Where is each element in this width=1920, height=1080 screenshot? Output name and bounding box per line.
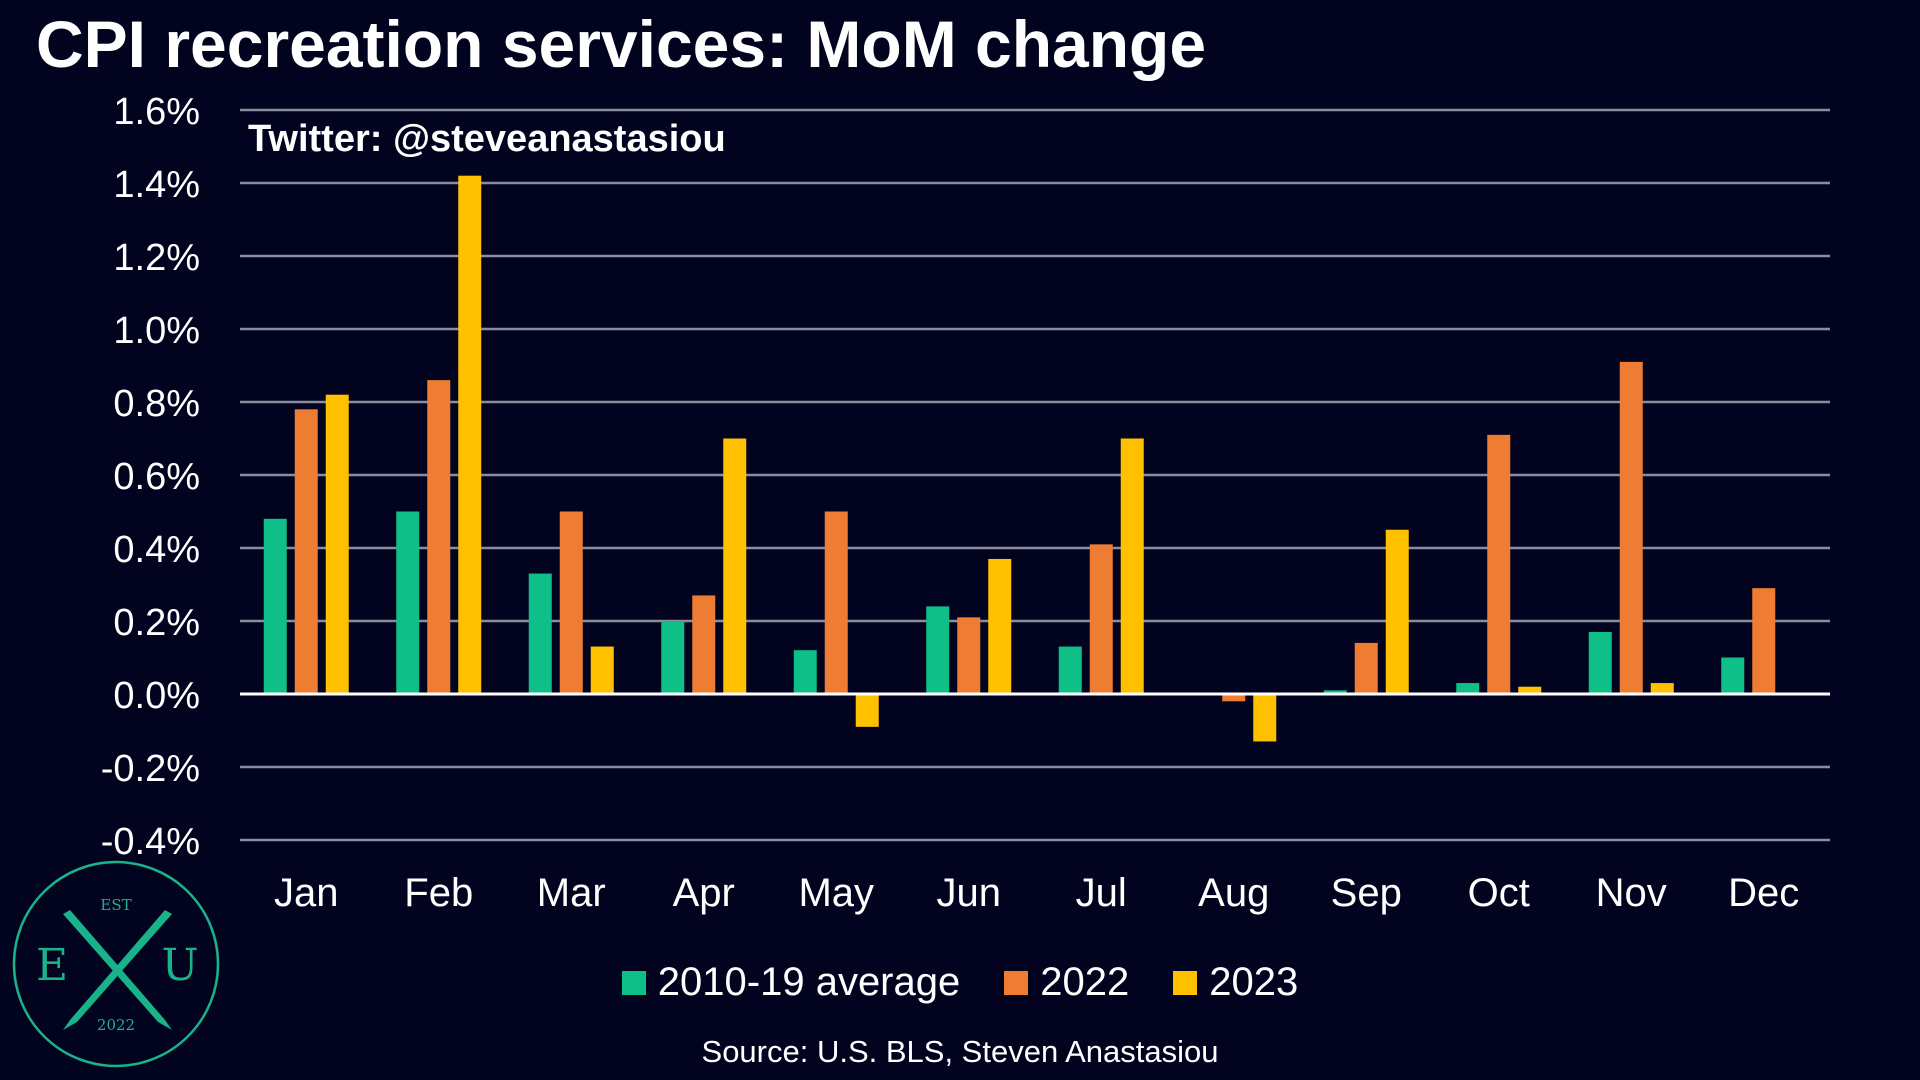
bar-aug-2023 xyxy=(1253,694,1277,742)
x-tick-label: Jun xyxy=(937,871,1002,915)
y-tick-label: 0.4% xyxy=(113,529,200,571)
x-tick-label: Jan xyxy=(274,871,339,915)
logo-e-letter: E xyxy=(36,940,68,991)
exu-logo: EST E U 2022 xyxy=(12,860,220,1068)
bar-jun-2022 xyxy=(957,617,981,694)
bar-mar-2023 xyxy=(590,646,614,694)
y-tick-label: -0.2% xyxy=(101,748,200,790)
bar-apr-2010-19-average xyxy=(661,621,685,694)
legend: 2010-19 average 2022 2023 xyxy=(0,960,1920,1005)
bar-apr-2023 xyxy=(723,438,747,694)
bar-aug-2022 xyxy=(1222,694,1246,702)
logo-u-letter: U xyxy=(161,940,198,991)
legend-item: 2010-19 average xyxy=(621,960,961,1005)
bar-jan-2010-19-average xyxy=(263,518,287,694)
source-note: Source: U.S. BLS, Steven Anastasiou xyxy=(701,1034,1219,1069)
bar-feb-2022 xyxy=(427,380,451,694)
bar-jan-2023 xyxy=(325,394,349,694)
y-axis-ticks: 1.6% 1.4% 1.2% 1.0% 0.8% 0.6% 0.4% 0.2% 0.0% -0.2… xyxy=(101,91,200,863)
bar-nov-2023 xyxy=(1650,683,1674,694)
y-tick-label: 0.2% xyxy=(113,602,200,644)
x-tick-label: May xyxy=(798,871,874,915)
bar-sep-2010-19-average xyxy=(1323,690,1347,694)
bar-feb-2010-19-average xyxy=(396,511,420,694)
chart-title: CPI recreation services: MoM change xyxy=(36,7,1207,81)
bar-mar-2022 xyxy=(559,511,583,694)
bar-jun-2010-19-average xyxy=(926,606,950,694)
bar-may-2023 xyxy=(855,694,879,727)
bar-oct-2023 xyxy=(1518,686,1542,694)
bar-jun-2023 xyxy=(988,558,1012,694)
y-tick-label: 1.2% xyxy=(113,237,200,279)
bar-jan-2022 xyxy=(294,409,318,694)
x-tick-label: Oct xyxy=(1468,871,1530,915)
logo-est-text: EST xyxy=(100,896,131,914)
x-tick-label: Mar xyxy=(537,871,606,915)
bar-may-2010-19-average xyxy=(793,650,817,694)
bar-feb-2023 xyxy=(458,175,482,694)
bar-jul-2022 xyxy=(1089,544,1113,694)
legend-label: 2022 xyxy=(1040,960,1130,1004)
x-tick-label: Nov xyxy=(1596,871,1667,915)
bar-dec-2010-19-average xyxy=(1721,657,1745,694)
bar-mar-2010-19-average xyxy=(528,573,552,694)
twitter-watermark: Twitter: @steveanastasiou xyxy=(248,118,726,160)
legend-item: 2023 xyxy=(1173,960,1298,1005)
x-tick-label: Sep xyxy=(1331,871,1402,915)
x-tick-label: Aug xyxy=(1198,871,1269,915)
legend-swatch xyxy=(621,970,646,995)
legend-label: 2023 xyxy=(1209,960,1299,1004)
bar-sep-2023 xyxy=(1385,529,1409,694)
y-tick-label: 1.6% xyxy=(113,91,200,133)
y-tick-label: 0.8% xyxy=(113,383,200,425)
bar-may-2022 xyxy=(824,511,848,694)
legend-item: 2022 xyxy=(1004,960,1129,1005)
bar-dec-2022 xyxy=(1752,588,1776,694)
y-tick-label: 0.0% xyxy=(113,675,200,717)
y-tick-label: 0.6% xyxy=(113,456,200,498)
y-tick-label: 1.4% xyxy=(113,164,200,206)
bar-jul-2010-19-average xyxy=(1058,646,1082,694)
x-tick-label: Jul xyxy=(1076,871,1127,915)
legend-label: 2010-19 average xyxy=(657,960,961,1004)
x-axis-ticks: Jan Feb Mar Apr May Jun Jul Aug Sep Oct Nov Dec xyxy=(274,871,1799,915)
bar-nov-2010-19-average xyxy=(1588,631,1612,694)
bar-jul-2023 xyxy=(1120,438,1144,694)
bars xyxy=(263,175,1776,742)
bar-apr-2022 xyxy=(692,595,716,694)
x-tick-label: Dec xyxy=(1728,871,1799,915)
bar-sep-2022 xyxy=(1354,642,1378,694)
bar-oct-2022 xyxy=(1487,434,1511,694)
legend-swatch xyxy=(1173,970,1198,995)
logo-year-text: 2022 xyxy=(97,1016,135,1034)
bar-oct-2010-19-average xyxy=(1456,683,1480,694)
x-tick-label: Feb xyxy=(404,871,473,915)
bar-nov-2022 xyxy=(1619,361,1643,694)
x-tick-label: Apr xyxy=(673,871,735,915)
y-tick-label: -0.4% xyxy=(101,821,200,863)
y-tick-label: 1.0% xyxy=(113,310,200,352)
legend-swatch xyxy=(1004,970,1029,995)
